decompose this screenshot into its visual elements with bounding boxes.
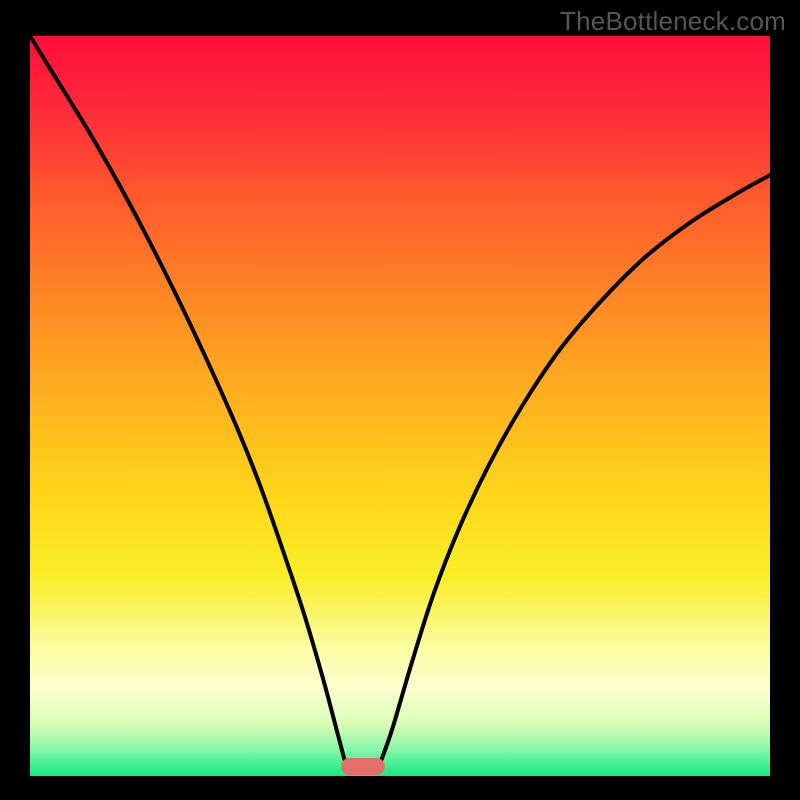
chart-frame: TheBottleneck.com <box>0 0 800 800</box>
curve-left-branch <box>30 36 345 760</box>
watermark-text: TheBottleneck.com <box>560 6 786 37</box>
plot-area <box>30 36 770 776</box>
min-marker <box>341 758 385 774</box>
curve-svg <box>30 36 770 776</box>
curve-right-branch <box>382 175 771 760</box>
